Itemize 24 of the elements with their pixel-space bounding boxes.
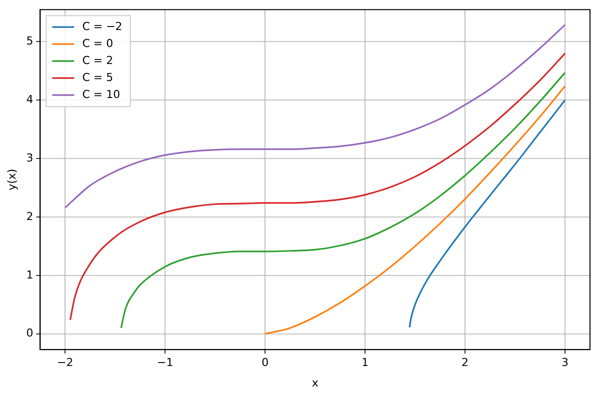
line-series (120, 72, 566, 329)
line-series (64, 24, 566, 208)
x-tick-label: 0 (262, 356, 269, 370)
x-tick-label: 2 (462, 356, 469, 370)
x-tick-label: 1 (362, 356, 369, 370)
legend-label: C = 10 (82, 88, 120, 101)
legend-label: C = 2 (82, 54, 114, 67)
legend-label: C = −2 (82, 20, 122, 33)
y-tick-label: 0 (26, 326, 34, 340)
line-series (408, 99, 566, 328)
y-tick-label: 2 (26, 210, 34, 223)
legend-label: C = 5 (82, 70, 114, 84)
y-tick-label: 3 (26, 151, 34, 164)
x-tick-label: 3 (562, 356, 569, 370)
y-tick-label: 5 (26, 34, 34, 48)
x-tick-label: −2 (57, 356, 74, 370)
x-tick-label: −1 (157, 356, 174, 370)
y-tick-label: 4 (26, 93, 34, 106)
line-series (264, 85, 566, 335)
y-axis-title: y(x) (5, 168, 18, 190)
line-series (69, 52, 566, 321)
legend-label: C = 0 (82, 36, 114, 50)
y-tick-label: 1 (26, 268, 34, 282)
x-axis-title: x (312, 376, 319, 390)
